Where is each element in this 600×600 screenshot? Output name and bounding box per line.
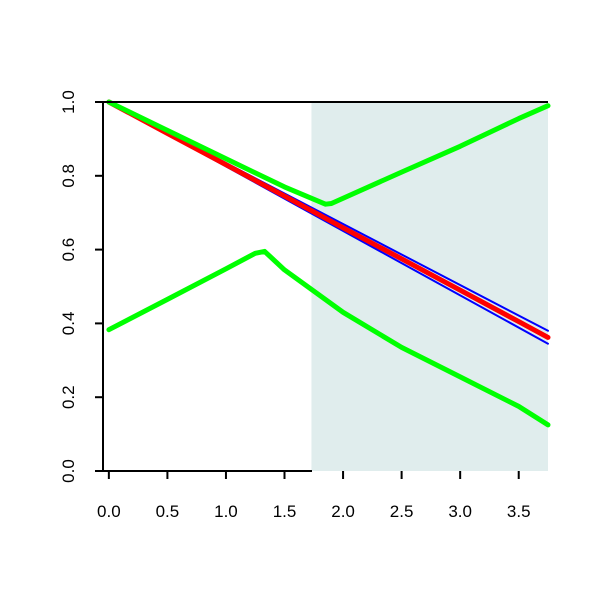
axes: 0.0 0.5 1.0 1.5 2.0 2.5 3.0 3.5 0.0 0.2 0.4 0.6 0.8 1… <box>59 90 548 521</box>
series-line-3 <box>106 99 551 340</box>
y-tick-label: 0.6 <box>59 238 78 262</box>
y-tick-label: 0.0 <box>59 459 78 483</box>
series-layer <box>106 99 551 428</box>
x-tick-label: 2.0 <box>331 502 355 521</box>
x-tick-label: 3.5 <box>507 502 531 521</box>
x-tick-label: 0.0 <box>97 502 121 521</box>
shaded-region <box>311 102 548 471</box>
x-tick-label: 1.0 <box>214 502 238 521</box>
series-line-4 <box>106 99 551 207</box>
x-tick-label: 2.5 <box>390 502 414 521</box>
y-tick-label: 0.2 <box>59 385 78 409</box>
x-tick-label: 0.5 <box>156 502 180 521</box>
x-tick-label: 1.5 <box>273 502 297 521</box>
y-tick-label: 0.4 <box>59 312 78 336</box>
y-tick-label: 0.8 <box>59 164 78 188</box>
shaded-region-layer <box>311 102 548 471</box>
x-tick-label: 3.0 <box>448 502 472 521</box>
series-line-5 <box>106 248 551 428</box>
y-tick-label: 1.0 <box>59 90 78 114</box>
